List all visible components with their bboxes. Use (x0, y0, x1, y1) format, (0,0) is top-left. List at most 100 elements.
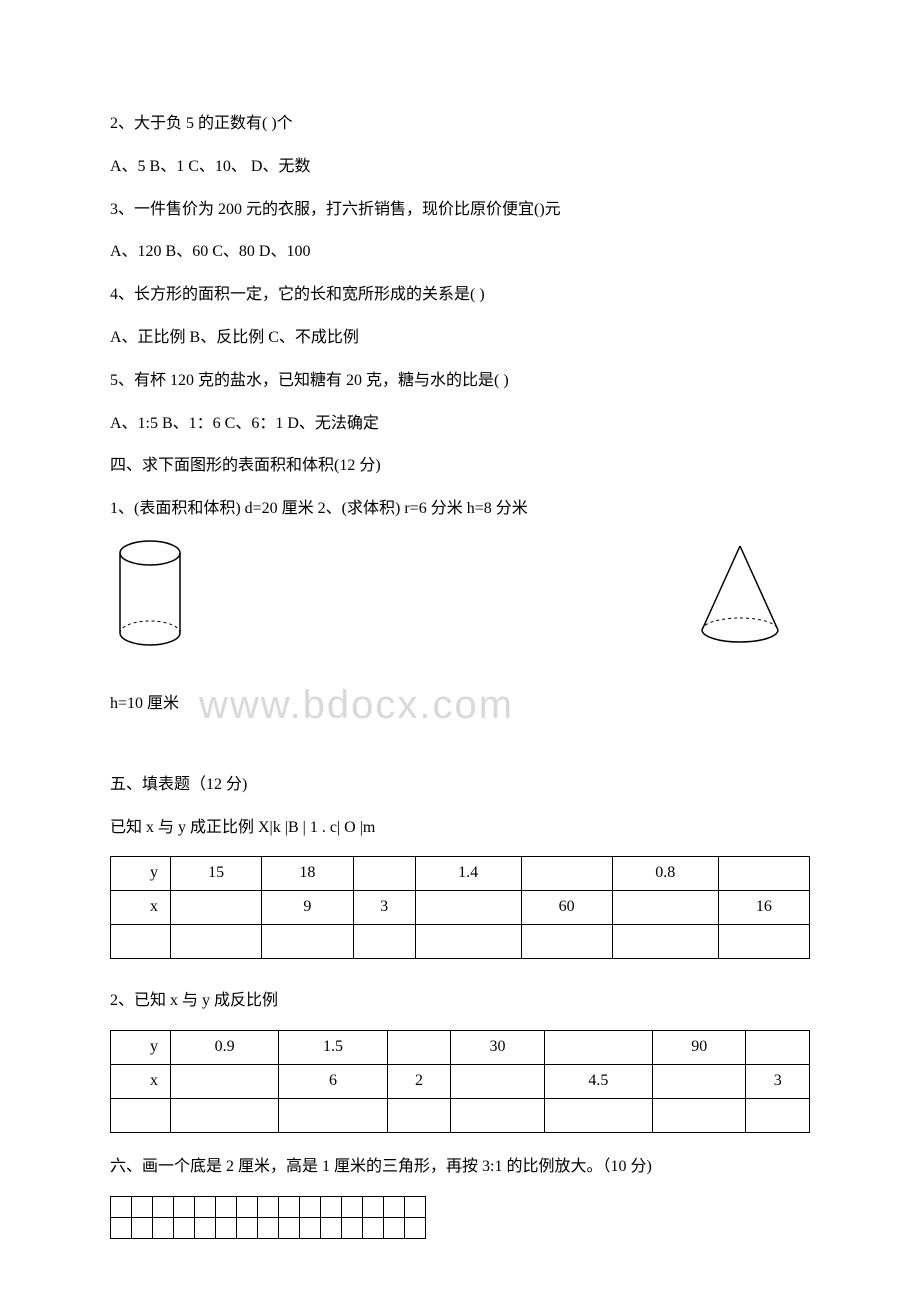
grid-cell (258, 1196, 279, 1217)
figures-row (110, 538, 810, 659)
table-row (111, 1099, 810, 1133)
grid-cell (153, 1217, 174, 1238)
grid-cell (363, 1217, 384, 1238)
cell (279, 1099, 387, 1133)
section5-sub1: 已知 x 与 y 成正比例 X|k |B | 1 . c| O |m (110, 814, 810, 843)
grid-cell (384, 1196, 405, 1217)
grid-cell (405, 1196, 426, 1217)
cell (653, 1099, 746, 1133)
table-row: x 9 3 60 16 (111, 891, 810, 925)
grid-cell (279, 1196, 300, 1217)
grid-cell (216, 1196, 237, 1217)
grid-row (111, 1217, 426, 1238)
cell: x (111, 891, 171, 925)
cell (612, 891, 718, 925)
cell (262, 925, 353, 959)
grid-row (111, 1196, 426, 1217)
grid-cell (342, 1217, 363, 1238)
cell (387, 1031, 451, 1065)
cell: 2 (387, 1065, 451, 1099)
q2-options: A、5 B、1 C、10、 D、无数 (110, 153, 810, 182)
grid-cell (132, 1196, 153, 1217)
grid-cell (405, 1217, 426, 1238)
cell (353, 925, 415, 959)
grid-cell (384, 1217, 405, 1238)
cell (111, 925, 171, 959)
cell (451, 1099, 544, 1133)
q5-text: 5、有杯 120 克的盐水，已知糖有 20 克，糖与水的比是( ) (110, 367, 810, 396)
table-row (111, 925, 810, 959)
section4-line1: 1、(表面积和体积) d=20 厘米 2、(求体积) r=6 分米 h=8 分米 (110, 495, 810, 524)
cell: 18 (262, 857, 353, 891)
cell (171, 1065, 279, 1099)
grid-cell (279, 1217, 300, 1238)
cell (171, 925, 262, 959)
grid-cell (111, 1217, 132, 1238)
cell: 1.4 (415, 857, 521, 891)
cell: 4.5 (544, 1065, 652, 1099)
grid-cell (237, 1217, 258, 1238)
cell: 3 (353, 891, 415, 925)
grid-cell (195, 1196, 216, 1217)
cell (111, 1099, 171, 1133)
watermark-row: h=10 厘米 www.bdocx.com (110, 669, 810, 741)
q3-text: 3、一件售价为 200 元的衣服，打六折销售，现价比原价便宜()元 (110, 196, 810, 225)
cylinder-figure (110, 538, 210, 659)
table1: y 15 18 1.4 0.8 x 9 3 60 16 (110, 856, 810, 959)
section4-title: 四、求下面图形的表面积和体积(12 分) (110, 452, 810, 481)
q4-options: A、正比例 B、反比例 C、不成比例 (110, 324, 810, 353)
q3-options: A、120 B、60 C、80 D、100 (110, 238, 810, 267)
cell (612, 925, 718, 959)
grid-cell (132, 1217, 153, 1238)
cell (415, 891, 521, 925)
grid-cell (363, 1196, 384, 1217)
cell: 16 (718, 891, 809, 925)
cell (718, 857, 809, 891)
grid-cell (216, 1217, 237, 1238)
grid-cell (321, 1217, 342, 1238)
cell: y (111, 857, 171, 891)
table2: y 0.9 1.5 30 90 x 6 2 4.5 3 (110, 1030, 810, 1133)
cell: 1.5 (279, 1031, 387, 1065)
h-label: h=10 厘米 (110, 690, 179, 719)
cell: x (111, 1065, 171, 1099)
cell (746, 1031, 810, 1065)
section5-sub2: 2、已知 x 与 y 成反比例 (110, 987, 810, 1016)
cell (544, 1031, 652, 1065)
cell: y (111, 1031, 171, 1065)
table-row: y 0.9 1.5 30 90 (111, 1031, 810, 1065)
cell (521, 857, 612, 891)
drawing-grid (110, 1196, 426, 1239)
cell (171, 891, 262, 925)
cell (653, 1065, 746, 1099)
cell: 60 (521, 891, 612, 925)
grid-cell (174, 1217, 195, 1238)
q4-text: 4、长方形的面积一定，它的长和宽所形成的关系是( ) (110, 281, 810, 310)
cell (718, 925, 809, 959)
cell (387, 1099, 451, 1133)
cell (353, 857, 415, 891)
cell: 30 (451, 1031, 544, 1065)
section6-title: 六、画一个底是 2 厘米，高是 1 厘米的三角形，再按 3:1 的比例放大。（1… (110, 1153, 810, 1182)
grid-cell (237, 1196, 258, 1217)
cell: 9 (262, 891, 353, 925)
cell: 15 (171, 857, 262, 891)
cell (451, 1065, 544, 1099)
q5-options: A、1:5 B、1：6 C、6：1 D、无法确定 (110, 410, 810, 439)
grid-cell (258, 1217, 279, 1238)
grid-cell (300, 1217, 321, 1238)
cell: 90 (653, 1031, 746, 1065)
cell: 0.8 (612, 857, 718, 891)
grid-cell (174, 1196, 195, 1217)
cell (521, 925, 612, 959)
table-row: x 6 2 4.5 3 (111, 1065, 810, 1099)
grid-cell (153, 1196, 174, 1217)
q2-text: 2、大于负 5 的正数有( )个 (110, 110, 810, 139)
cell: 6 (279, 1065, 387, 1099)
table-row: y 15 18 1.4 0.8 (111, 857, 810, 891)
grid-cell (342, 1196, 363, 1217)
cone-figure (690, 538, 810, 659)
watermark-text: www.bdocx.com (199, 669, 514, 741)
cell: 3 (746, 1065, 810, 1099)
grid-cell (111, 1196, 132, 1217)
